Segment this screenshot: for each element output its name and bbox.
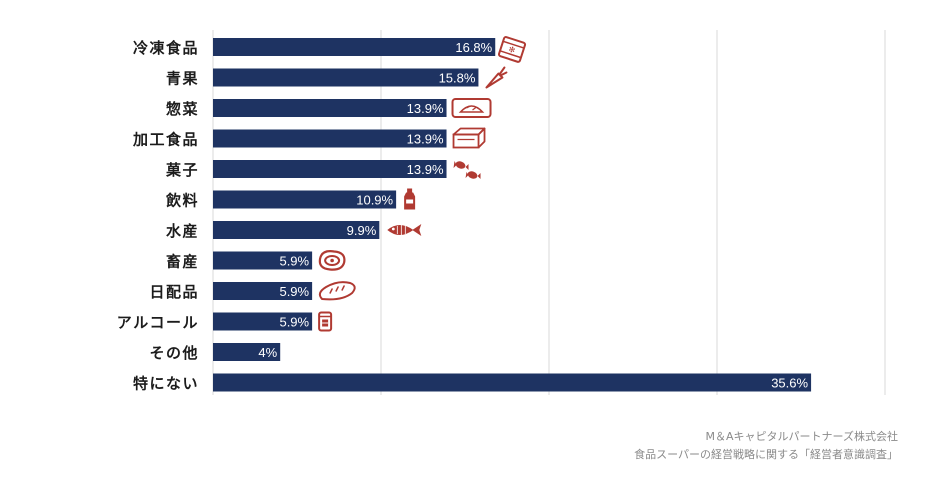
svg-text:✻: ✻ bbox=[507, 45, 516, 56]
category-label-1: 青果 bbox=[166, 70, 199, 88]
value-label-2: 13.9% bbox=[407, 101, 444, 116]
bar-6 bbox=[213, 221, 380, 239]
value-label-9: 5.9% bbox=[279, 315, 309, 330]
meat-icon bbox=[318, 250, 346, 271]
category-label-3: 加工食品 bbox=[132, 131, 199, 149]
bar-1 bbox=[213, 68, 479, 87]
bar-10 bbox=[213, 343, 281, 361]
bar-chart: 冷凍食品 16.8% ✻ 青果 15.8% 惣菜 13.9% 加工食品 13.9% 菓子 13.9%… bbox=[117, 30, 886, 395]
bar-8 bbox=[213, 282, 313, 300]
category-label-5: 飲料 bbox=[165, 192, 199, 210]
value-label-10: 4% bbox=[258, 345, 277, 360]
category-label-2: 惣菜 bbox=[166, 100, 199, 118]
source-company: M＆Aキャピタルパートナーズ株式会社 bbox=[705, 430, 898, 443]
prepared-food-tray-icon bbox=[451, 98, 492, 118]
category-label-9: アルコール bbox=[117, 314, 199, 332]
processed-food-box-icon bbox=[452, 127, 486, 149]
category-label-6: 水産 bbox=[166, 222, 199, 240]
value-label-0: 16.8% bbox=[455, 40, 492, 55]
bottle-icon bbox=[404, 188, 416, 210]
value-label-7: 5.9% bbox=[279, 254, 309, 269]
value-label-4: 13.9% bbox=[407, 162, 444, 177]
frozen-bag-icon: ✻ bbox=[497, 36, 527, 63]
value-label-11: 35.6% bbox=[771, 376, 808, 391]
bar-11 bbox=[213, 373, 812, 392]
bar-9 bbox=[213, 312, 313, 331]
category-label-0: 冷凍食品 bbox=[133, 39, 199, 57]
category-label-11: 特にない bbox=[133, 375, 199, 393]
value-label-6: 9.9% bbox=[347, 223, 377, 238]
category-label-7: 畜産 bbox=[166, 253, 199, 271]
category-label-4: 菓子 bbox=[165, 161, 199, 179]
bread-icon bbox=[318, 281, 356, 301]
can-icon bbox=[318, 311, 333, 332]
bar-7 bbox=[213, 251, 313, 270]
bar-4 bbox=[213, 160, 447, 178]
bar-3 bbox=[213, 129, 447, 148]
value-label-3: 13.9% bbox=[407, 132, 444, 147]
chart-area: 冷凍食品 16.8% ✻ 青果 15.8% 惣菜 13.9% 加工食品 13.9% 菓子 13.9%… bbox=[117, 30, 886, 395]
category-label-10: その他 bbox=[149, 344, 199, 362]
source-survey: 食品スーパーの経営戦略に関する「経営者意識調査」 bbox=[634, 448, 898, 461]
bar-2 bbox=[213, 99, 447, 117]
candy-icon bbox=[453, 161, 481, 179]
value-label-5: 10.9% bbox=[356, 193, 393, 208]
value-label-8: 5.9% bbox=[279, 284, 309, 299]
carrot-icon bbox=[485, 66, 508, 89]
value-label-1: 15.8% bbox=[439, 71, 476, 86]
bar-5 bbox=[213, 190, 397, 209]
bar-0 bbox=[213, 38, 496, 56]
category-label-8: 日配品 bbox=[149, 283, 199, 301]
fish-icon bbox=[387, 224, 422, 236]
